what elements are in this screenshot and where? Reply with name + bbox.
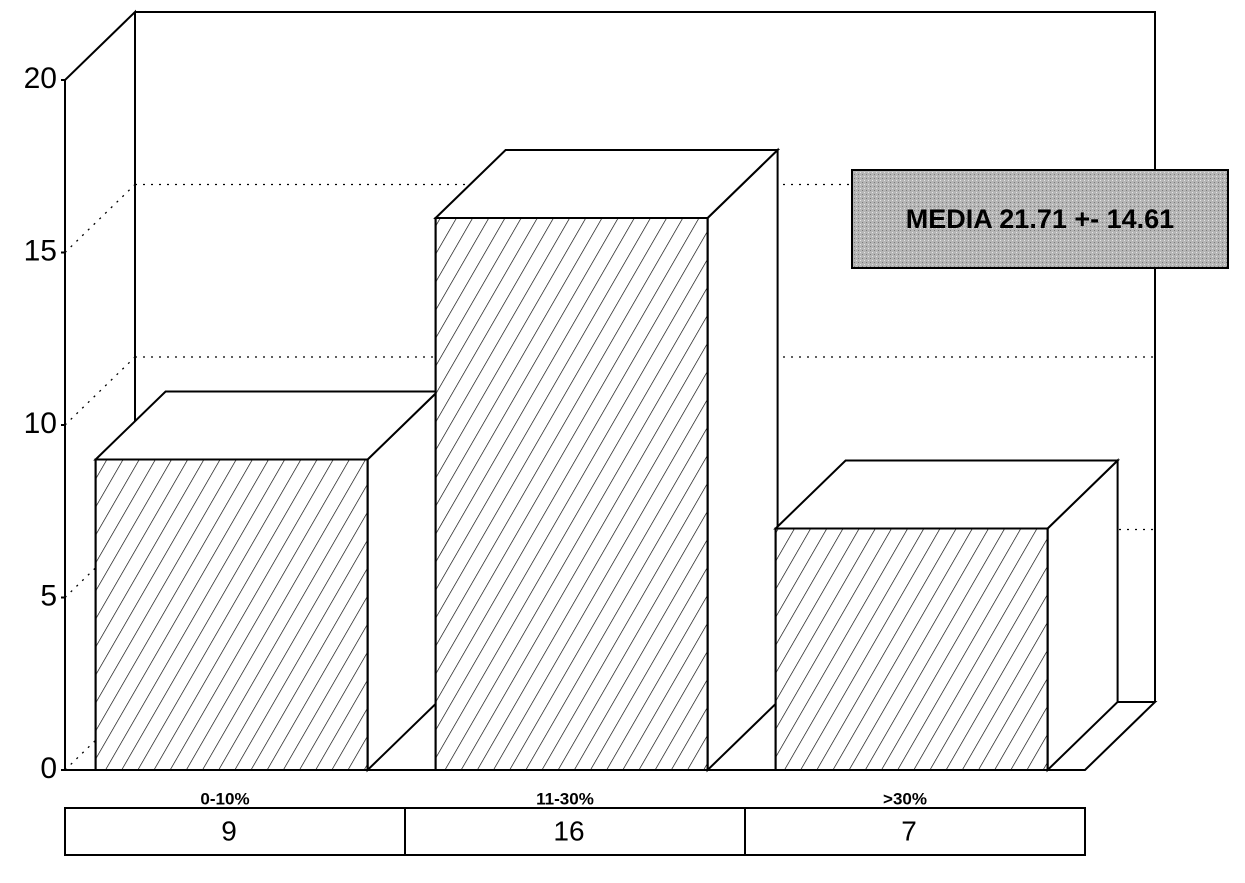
grid-line — [64, 11, 136, 81]
y-tick-label: 15 — [24, 234, 57, 267]
bar-hatch — [434, 217, 709, 771]
x-tick-label: >30% — [883, 789, 927, 808]
annotation: MEDIA 21.71 +- 14.61 — [906, 204, 1174, 234]
x-tick-label: 0-10% — [200, 789, 249, 808]
bar-hatch — [94, 458, 369, 771]
y-tick-label: 5 — [40, 579, 57, 612]
table-cell — [744, 807, 1086, 856]
grid-line — [64, 356, 136, 426]
table-value: 9 — [221, 815, 237, 846]
y-tick-label: 10 — [24, 407, 57, 440]
data-table: 0-10% 9 11-30% 16 >30% 7 — [64, 789, 1086, 856]
bars — [93, 147, 1121, 773]
table-value: 16 — [553, 815, 584, 846]
y-tick-label: 20 — [24, 62, 57, 95]
annotation-box — [851, 169, 1229, 269]
table-cell — [404, 807, 746, 856]
table-cell — [64, 807, 406, 856]
x-tick-label: 11-30% — [536, 789, 594, 808]
bar-side — [706, 147, 779, 773]
grid-line — [64, 184, 136, 253]
back-wall — [135, 11, 1156, 702]
y-tick-label: 0 — [40, 752, 57, 785]
table-value: 7 — [901, 815, 917, 846]
bar-hatch — [774, 527, 1049, 771]
